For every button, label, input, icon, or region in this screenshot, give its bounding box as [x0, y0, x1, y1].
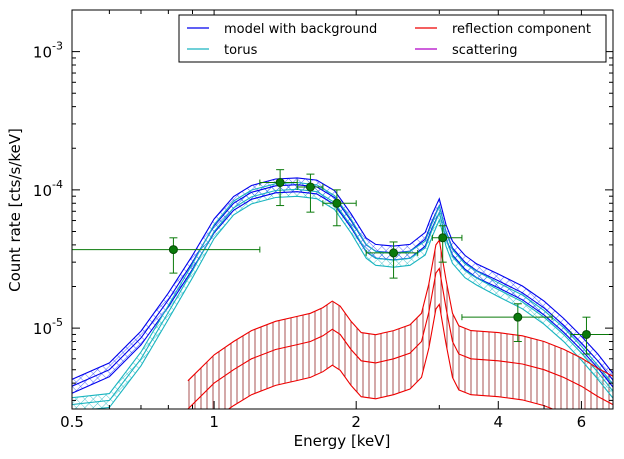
legend-label: reflection component [452, 22, 591, 37]
data-point-marker [438, 233, 448, 243]
data-point-2 [259, 169, 298, 207]
x-tick-label: 2 [351, 413, 361, 431]
y-axis-title: Count rate [cts/s/keV] [6, 128, 24, 292]
x-tick-label: 1 [209, 413, 219, 431]
data-point-7 [461, 303, 553, 343]
data-point-6 [431, 225, 463, 263]
data-point-marker [168, 245, 178, 255]
data-point-3 [296, 173, 324, 213]
y-tick-exponent: -5 [52, 316, 63, 329]
model-with-background-band [72, 177, 613, 394]
data-point-8 [570, 316, 613, 355]
legend: model with background reflection componen… [178, 14, 607, 63]
y-tick-exponent: -4 [52, 178, 63, 191]
legend-item-reflection-component: reflection component [415, 22, 591, 37]
data-point-5 [365, 241, 419, 279]
data-point-marker [513, 312, 523, 322]
legend-item-model-with-background: model with background [187, 22, 377, 37]
data-point-marker [332, 198, 342, 208]
reflection-component-line [187, 267, 613, 409]
legend-item-scattering: scattering [415, 43, 518, 58]
y-tick-exponent: -3 [52, 40, 63, 53]
y-tick-label: 10 [33, 320, 52, 338]
legend-label: scattering [452, 43, 518, 58]
x-tick-label: 0.5 [60, 413, 84, 431]
y-tick-label: 10 [33, 182, 52, 200]
x-tick-label: 6 [577, 413, 587, 431]
data-point-marker [275, 178, 285, 188]
reflection-component-upper-line [187, 238, 613, 382]
data-point-marker [305, 182, 315, 192]
data-point-marker [389, 248, 399, 258]
legend-item-torus: torus [187, 43, 258, 58]
data-point-4 [322, 189, 357, 227]
x-axis-title: Energy [keV] [294, 432, 391, 450]
reflection-component-band [187, 240, 613, 409]
legend-label: model with background [224, 22, 377, 37]
data-point-1 [72, 237, 261, 274]
plot-frame [71, 9, 614, 410]
legend-label: torus [224, 43, 258, 58]
legend-frame [178, 14, 607, 63]
data-point-marker [581, 329, 591, 339]
y-tick-label: 10 [33, 44, 52, 62]
x-tick-label: 4 [494, 413, 504, 431]
reflection-component-lower-line [227, 303, 555, 409]
